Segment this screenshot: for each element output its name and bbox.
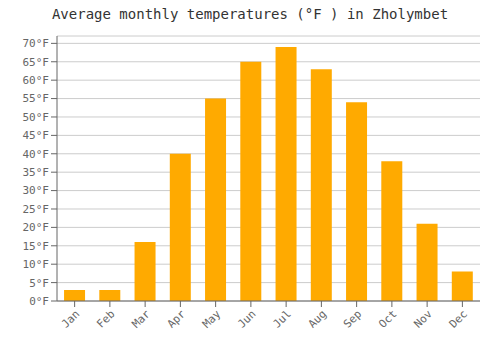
svg-text:50°F: 50°F — [23, 111, 50, 124]
svg-text:Mar: Mar — [130, 307, 154, 331]
svg-text:40°F: 40°F — [23, 148, 50, 161]
svg-text:Aug: Aug — [306, 307, 329, 330]
svg-text:5°F: 5°F — [29, 277, 49, 290]
svg-text:Sep: Sep — [341, 307, 364, 330]
svg-text:Jun: Jun — [235, 307, 258, 330]
svg-text:Dec: Dec — [447, 307, 470, 330]
svg-text:25°F: 25°F — [23, 203, 50, 216]
svg-text:10°F: 10°F — [23, 258, 50, 271]
svg-text:30°F: 30°F — [23, 184, 50, 197]
svg-text:20°F: 20°F — [23, 221, 50, 234]
svg-text:55°F: 55°F — [23, 92, 50, 105]
svg-text:Feb: Feb — [94, 307, 117, 330]
svg-text:45°F: 45°F — [23, 129, 50, 142]
svg-text:35°F: 35°F — [23, 166, 50, 179]
svg-text:Apr: Apr — [165, 307, 189, 331]
svg-text:May: May — [200, 307, 224, 331]
svg-text:Jul: Jul — [271, 307, 294, 330]
html-text:Average monthly temperatures (: Average monthly temperatures (°F ) in Zh… — [51, 6, 449, 22]
svg-text:15°F: 15°F — [23, 240, 50, 253]
svg-text:65°F: 65°F — [23, 56, 50, 69]
svg-text:0°F: 0°F — [29, 295, 49, 308]
svg-text:70°F: 70°F — [23, 37, 50, 50]
svg-text:Nov: Nov — [412, 307, 436, 331]
svg-text:Oct: Oct — [376, 307, 399, 330]
svg-text:Jan: Jan — [59, 307, 82, 330]
svg-text:60°F: 60°F — [23, 74, 50, 87]
